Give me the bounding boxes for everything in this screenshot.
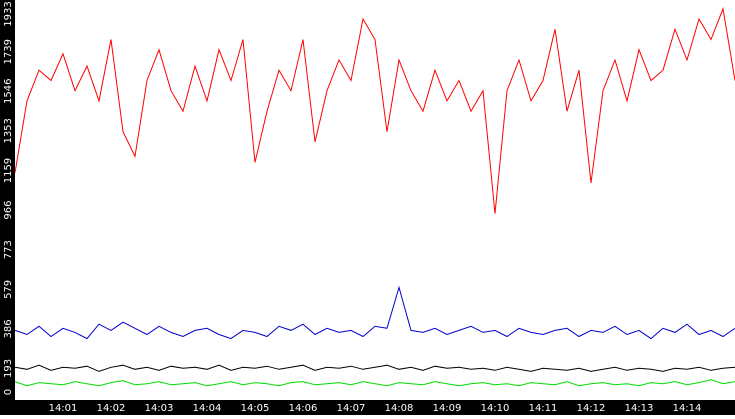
x-tick-label: 14:04 [193,403,222,414]
y-tick-label: 1353 [3,118,14,143]
x-tick-label: 14:03 [145,403,174,414]
series-line [14,6,735,214]
x-axis-strip [0,400,735,415]
y-tick-label: 1933 [3,1,14,26]
x-tick-label: 14:12 [577,403,606,414]
x-tick-label: 14:10 [481,403,510,414]
series-line [14,379,735,387]
y-tick-label: 193 [3,359,14,378]
x-tick-label: 14:11 [529,403,558,414]
y-tick-label: 1159 [3,158,14,183]
x-tick-label: 14:02 [97,403,126,414]
x-tick-label: 14:01 [49,403,78,414]
y-tick-label: 386 [3,319,14,338]
y-tick-label: 1546 [3,79,14,104]
series-line [14,364,735,372]
x-tick-label: 14:14 [673,403,702,414]
y-tick-label: 773 [3,240,14,259]
x-tick-label: 14:13 [625,403,654,414]
x-tick-label: 14:08 [385,403,414,414]
y-tick-label: 1739 [3,39,14,64]
series-line [14,285,735,340]
y-tick-label: 0 [3,389,14,395]
x-tick-label: 14:06 [289,403,318,414]
y-axis-strip [0,0,15,415]
x-tick-label: 14:05 [241,403,270,414]
y-tick-label: 966 [3,201,14,220]
x-tick-label: 14:07 [337,403,366,414]
x-tick-label: 14:09 [433,403,462,414]
y-tick-label: 579 [3,280,14,299]
